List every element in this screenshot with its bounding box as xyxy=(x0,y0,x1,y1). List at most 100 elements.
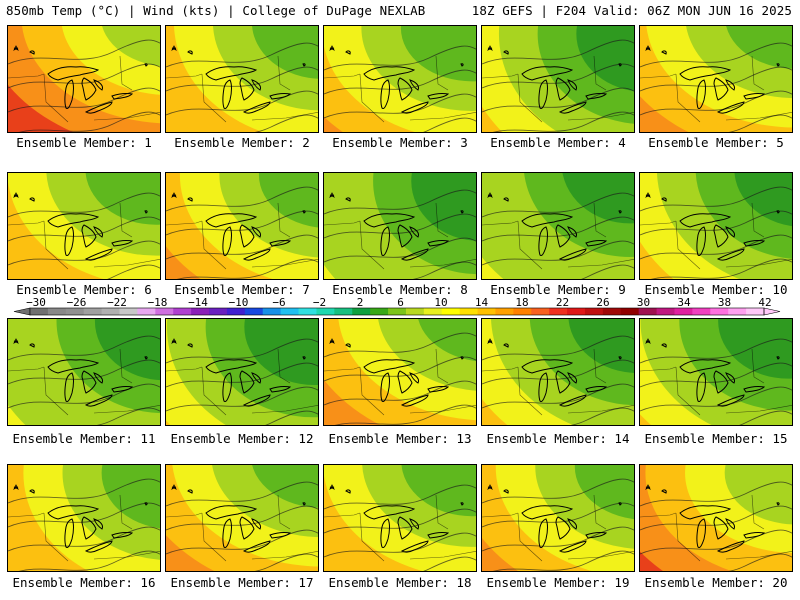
colorbar-tick-label: −10 xyxy=(229,296,249,309)
great-lakes-outline xyxy=(559,540,587,553)
colorbar-swatch xyxy=(388,308,407,315)
station-star-icon xyxy=(487,484,493,490)
ensemble-member-caption: Ensemble Member: 4 xyxy=(490,135,626,150)
state-borders xyxy=(324,55,476,123)
great-lakes-outline xyxy=(380,226,390,256)
ensemble-member-panel xyxy=(323,25,477,133)
colorbar-swatch xyxy=(352,308,371,315)
great-lakes-outline xyxy=(302,502,306,506)
isotherm-line xyxy=(324,237,476,263)
great-lakes-outline xyxy=(409,372,419,384)
isotherm-line xyxy=(640,386,792,412)
great-lakes-outline xyxy=(269,240,292,247)
great-lakes-outline xyxy=(269,532,292,539)
great-lakes-outline xyxy=(618,210,622,214)
temperature-map xyxy=(8,173,160,279)
state-borders xyxy=(166,494,318,562)
station-star-icon xyxy=(171,192,177,198)
colorbar-swatch xyxy=(674,308,693,315)
state-borders xyxy=(640,55,792,123)
ensemble-member-caption: Ensemble Member: 16 xyxy=(12,575,156,590)
station-star-icon xyxy=(487,338,493,344)
isotherm-line xyxy=(96,407,160,425)
station-star-icon xyxy=(171,338,177,344)
great-lakes-outline xyxy=(205,66,258,81)
isotherm-line xyxy=(482,63,634,89)
great-lakes-outline xyxy=(717,394,745,407)
colorbar-tick-label: 38 xyxy=(718,296,731,309)
great-lakes-outline xyxy=(725,79,735,91)
great-lakes-outline xyxy=(64,79,74,109)
state-borders xyxy=(324,348,476,416)
great-lakes-outline xyxy=(585,240,608,247)
great-lakes-outline xyxy=(618,502,622,506)
temperature-band xyxy=(94,319,160,381)
ensemble-member-caption: Ensemble Member: 3 xyxy=(332,135,468,150)
great-lakes-outline xyxy=(401,540,429,553)
great-lakes-outline xyxy=(521,359,574,374)
isotherm-line xyxy=(482,526,634,552)
isotherm-line xyxy=(166,42,318,68)
great-lakes-outline xyxy=(144,356,148,360)
great-lakes-outline xyxy=(555,224,571,248)
great-lakes-outline xyxy=(409,226,419,238)
great-lakes-outline xyxy=(776,356,780,360)
colorbar-swatch xyxy=(47,308,67,315)
great-lakes-outline xyxy=(363,505,416,520)
isotherm-line xyxy=(8,359,160,385)
ensemble-member-panel xyxy=(481,464,635,572)
isotherm-line xyxy=(640,338,792,364)
station-star-icon xyxy=(645,338,651,344)
ensemble-member-panel xyxy=(639,25,793,133)
colorbar-tick-label: −22 xyxy=(107,296,127,309)
temperature-map xyxy=(324,319,476,425)
isotherm-line xyxy=(422,556,476,571)
great-lakes-outline xyxy=(29,50,35,55)
colorbar-tick-label: −6 xyxy=(272,296,285,309)
isotherm-line xyxy=(166,90,318,116)
ensemble-member-panel xyxy=(7,25,161,133)
map-title: 850mb Temp (°C) | Wind (kts) | College o… xyxy=(6,3,426,18)
colorbar-swatch xyxy=(459,308,479,315)
great-lakes-outline xyxy=(460,502,464,506)
great-lakes-outline xyxy=(503,489,509,494)
colorbar-swatch xyxy=(280,308,300,315)
great-lakes-outline xyxy=(776,210,780,214)
great-lakes-outline xyxy=(427,532,450,539)
great-lakes-outline xyxy=(47,359,100,374)
great-lakes-outline xyxy=(427,93,450,100)
ensemble-member-caption: Ensemble Member: 7 xyxy=(174,282,310,297)
isotherm-line xyxy=(8,335,160,361)
great-lakes-outline xyxy=(521,505,574,520)
station-star-icon xyxy=(171,45,177,51)
great-lakes-outline xyxy=(661,343,667,348)
temperature-band xyxy=(726,26,792,69)
station-star-icon xyxy=(13,338,19,344)
temperature-band xyxy=(102,26,160,67)
great-lakes-outline xyxy=(222,226,232,256)
state-borders xyxy=(640,494,792,562)
temperature-map xyxy=(8,319,160,425)
colorbar-swatch xyxy=(477,308,496,315)
great-lakes-outline xyxy=(776,63,780,67)
great-lakes-outline xyxy=(460,356,464,360)
temperature-map xyxy=(166,465,318,571)
isotherm-line xyxy=(8,87,160,113)
temperature-band xyxy=(252,26,318,79)
colorbar-tick-label: 10 xyxy=(434,296,447,309)
great-lakes-outline xyxy=(239,370,255,394)
state-borders xyxy=(8,55,160,123)
great-lakes-outline xyxy=(401,101,429,114)
temperature-band xyxy=(252,465,318,508)
great-lakes-outline xyxy=(661,197,667,202)
great-lakes-outline xyxy=(251,79,261,91)
ensemble-member-panel xyxy=(639,318,793,426)
valid-time: 18Z GEFS | F204 Valid: 06Z MON JUN 16 20… xyxy=(471,3,792,18)
great-lakes-outline xyxy=(64,518,74,548)
temperature-map xyxy=(324,465,476,571)
temperature-band xyxy=(101,465,160,529)
ensemble-member-caption: Ensemble Member: 2 xyxy=(174,135,310,150)
great-lakes-outline xyxy=(205,359,258,374)
temperature-band xyxy=(576,26,634,92)
great-lakes-outline xyxy=(243,540,271,553)
